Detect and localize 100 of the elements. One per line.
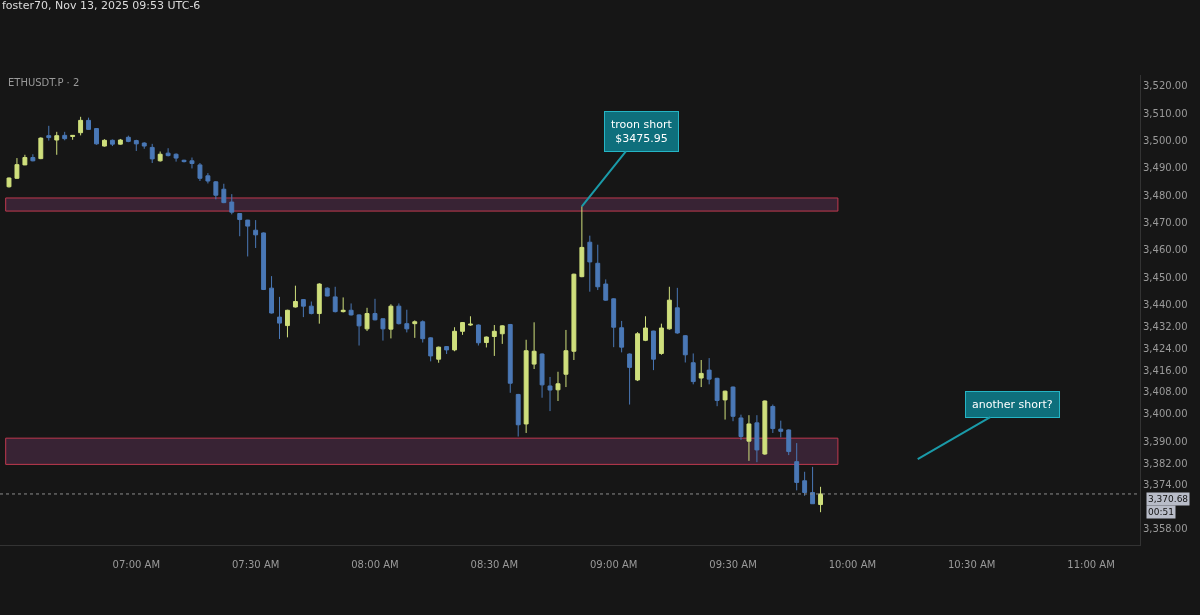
candlestick — [189, 157, 195, 169]
candlestick — [356, 313, 362, 347]
candlestick — [253, 219, 259, 249]
candlestick — [810, 466, 816, 505]
x-tick-label: 07:00 AM — [112, 559, 161, 570]
candlestick — [181, 159, 187, 163]
candlestick — [316, 282, 322, 325]
candlestick — [46, 125, 52, 142]
candlestick — [682, 334, 688, 363]
candlestick — [372, 298, 378, 321]
x-tick-label: 07:30 AM — [231, 559, 280, 570]
candlestick — [738, 414, 744, 441]
candlestick — [563, 329, 569, 388]
y-tick-label: 3,416.00 — [1143, 364, 1188, 376]
y-tick-label: 3,500.00 — [1143, 135, 1188, 147]
candlestick — [205, 172, 211, 184]
candlestick — [396, 302, 402, 325]
candlestick — [388, 303, 394, 339]
candlestick — [571, 273, 577, 361]
candlestick — [483, 336, 489, 348]
candlestick — [221, 183, 227, 204]
y-tick-label: 3,424.00 — [1143, 342, 1188, 354]
y-tick-label: 3,510.00 — [1143, 107, 1188, 119]
candlestick — [428, 336, 434, 362]
x-tick-label: 10:30 AM — [947, 559, 996, 570]
candlestick — [706, 357, 712, 385]
candlestick — [468, 315, 473, 327]
candlestick — [475, 323, 481, 347]
candlestick — [674, 287, 680, 335]
candlestick — [690, 352, 696, 385]
candlestick — [125, 135, 131, 143]
candlestick — [14, 157, 20, 180]
candlestick — [117, 138, 123, 146]
candlestick — [778, 420, 784, 438]
candlestick — [579, 205, 585, 278]
candlestick — [340, 296, 346, 313]
candlestick — [245, 219, 251, 257]
y-tick-label: 3,432.00 — [1143, 320, 1188, 332]
candlestick — [78, 116, 84, 136]
x-tick-label: 08:00 AM — [351, 559, 399, 570]
text: 00:51 — [1148, 507, 1174, 517]
candlestick — [300, 298, 306, 318]
y-tick-label: 3,358.00 — [1143, 523, 1188, 535]
candlestick — [722, 390, 728, 421]
candlestick — [523, 339, 529, 434]
candlestick — [547, 376, 553, 412]
candlestick — [165, 147, 171, 157]
candlestick — [94, 127, 99, 146]
candlestick — [149, 143, 155, 164]
candlestick — [651, 330, 656, 371]
candlestick — [539, 352, 545, 399]
chart-subtitle: foster70, Nov 13, 2025 09:53 UTC-6 — [2, 0, 201, 12]
y-tick-label: 3,440.00 — [1143, 299, 1188, 311]
annotation: troon short $3475.95 — [611, 118, 673, 146]
candlestick — [133, 139, 139, 152]
candlestick — [292, 285, 298, 309]
candlestick — [515, 393, 521, 438]
y-tick-label: 3,460.00 — [1143, 244, 1188, 256]
y-tick-label: 3,450.00 — [1143, 271, 1188, 283]
candlestick — [404, 309, 410, 333]
y-tick-label: 3,520.00 — [1143, 80, 1188, 92]
candlestick — [762, 399, 768, 456]
candlestick — [619, 320, 625, 353]
candlestick — [595, 244, 601, 291]
y-tick-label: 3,490.00 — [1143, 162, 1188, 174]
candlestick — [261, 231, 267, 291]
candlestick — [635, 331, 640, 382]
candlestick — [499, 324, 505, 345]
candlestick — [754, 414, 760, 463]
candlestick — [364, 307, 370, 332]
candlestick — [698, 359, 704, 388]
candlestick — [308, 301, 314, 315]
candlestick — [460, 321, 465, 336]
y-tick-label: 3,390.00 — [1143, 435, 1188, 447]
y-tick-label: 3,408.00 — [1143, 386, 1188, 398]
candlestick — [643, 315, 648, 342]
y-tick-label: 3,480.00 — [1143, 189, 1188, 201]
y-tick-label: 3,374.00 — [1143, 479, 1188, 491]
candlestick — [746, 414, 752, 462]
candlestick — [38, 136, 44, 160]
candlestick — [30, 153, 36, 162]
candlestick — [555, 371, 561, 402]
candlestick — [507, 323, 513, 394]
candlestick — [22, 154, 28, 166]
x-tick-label: 10:00 AM — [828, 559, 877, 570]
candlestick — [802, 471, 808, 497]
candlestick — [714, 377, 720, 407]
candlestick — [237, 212, 243, 237]
candlestick — [324, 286, 330, 297]
candlestick — [658, 323, 664, 356]
candlestick — [141, 141, 147, 150]
candlestick — [444, 345, 450, 355]
candlestick — [627, 352, 633, 406]
x-tick-label: 08:30 AM — [470, 559, 519, 570]
candlestick — [229, 193, 235, 215]
candlestick — [786, 428, 792, 456]
candlestick — [348, 302, 354, 316]
candlestick — [54, 131, 60, 156]
candlestick — [611, 297, 617, 348]
candlestick — [86, 117, 91, 131]
